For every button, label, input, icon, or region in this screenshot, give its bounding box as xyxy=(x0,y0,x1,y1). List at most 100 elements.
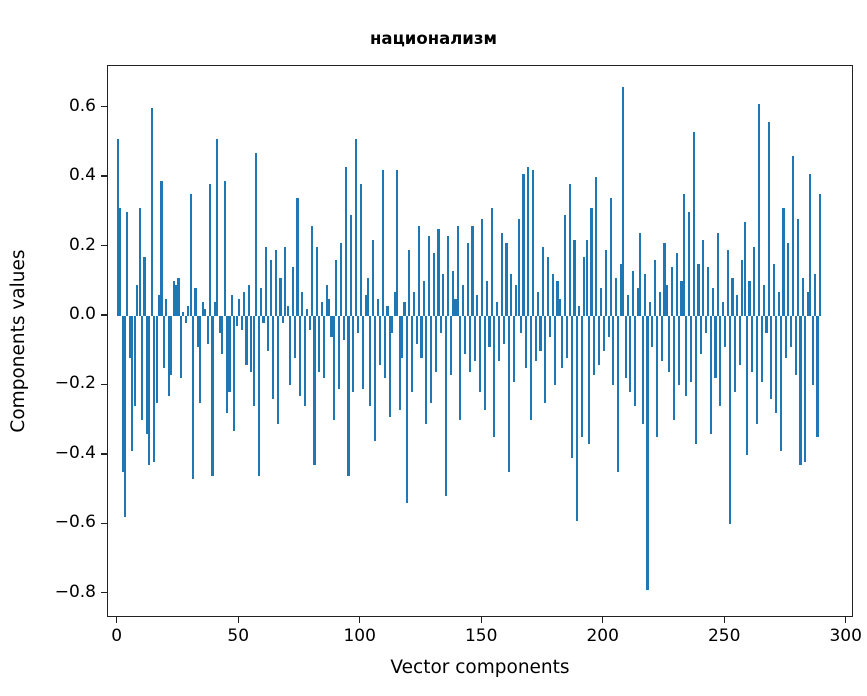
bar xyxy=(636,288,639,316)
bar xyxy=(515,284,518,316)
bar xyxy=(736,295,739,316)
bar xyxy=(286,305,289,316)
bar xyxy=(816,315,819,438)
y-tick-label: −0.2 xyxy=(54,373,96,394)
bar xyxy=(335,260,338,316)
bar xyxy=(568,184,571,316)
bar xyxy=(670,267,673,316)
y-axis-label: Components values xyxy=(8,249,29,433)
bar xyxy=(352,315,355,393)
bar xyxy=(656,315,659,438)
bar xyxy=(753,246,756,316)
bar xyxy=(724,315,727,348)
bar xyxy=(422,281,425,316)
bar xyxy=(707,267,710,316)
bar xyxy=(619,263,622,316)
bar xyxy=(391,315,394,334)
x-tick-mark xyxy=(116,617,118,623)
bar xyxy=(792,156,795,316)
bar xyxy=(653,260,656,316)
bar xyxy=(131,315,134,452)
bar xyxy=(626,295,630,316)
bar xyxy=(340,243,343,316)
bar xyxy=(801,277,805,316)
bar xyxy=(660,315,664,362)
bar xyxy=(184,315,187,323)
chart-title-line-1: национализм xyxy=(370,28,497,48)
bar xyxy=(488,315,491,348)
bar xyxy=(128,315,131,358)
y-tick-mark xyxy=(101,592,107,594)
bar xyxy=(541,246,545,316)
bar xyxy=(697,263,700,316)
bar xyxy=(561,315,564,369)
bar xyxy=(447,236,450,316)
bar xyxy=(750,315,753,372)
bar xyxy=(680,281,683,316)
bar xyxy=(354,138,357,316)
bar xyxy=(349,215,353,316)
bar xyxy=(456,225,459,316)
bar xyxy=(811,315,814,386)
bar xyxy=(534,315,537,362)
bar xyxy=(493,315,496,438)
bar xyxy=(136,284,139,316)
bar xyxy=(641,315,644,424)
bar xyxy=(583,256,586,316)
bar xyxy=(230,295,233,316)
bar xyxy=(772,263,775,316)
bar xyxy=(588,315,591,445)
bar xyxy=(437,229,440,316)
bar xyxy=(393,291,396,316)
bar xyxy=(162,315,165,369)
bar xyxy=(325,284,328,316)
bar xyxy=(160,180,163,316)
x-tick-label: 300 xyxy=(829,626,862,646)
bar xyxy=(524,315,527,369)
x-tick-label: 150 xyxy=(464,626,498,646)
bar xyxy=(763,284,766,316)
x-tick-label: 0 xyxy=(111,626,123,646)
bar xyxy=(704,315,707,334)
bar xyxy=(430,315,433,403)
x-tick-label: 200 xyxy=(586,626,619,646)
bar xyxy=(257,315,260,476)
bar xyxy=(362,315,365,389)
x-tick-mark xyxy=(845,617,847,623)
bar xyxy=(505,243,508,316)
y-tick-mark xyxy=(101,244,107,247)
y-tick-label: −0.4 xyxy=(54,442,96,463)
bar xyxy=(157,295,161,316)
y-tick-label: 0.2 xyxy=(68,234,96,255)
bar xyxy=(216,138,219,316)
bar xyxy=(780,315,783,452)
bar xyxy=(573,239,576,316)
y-tick-mark xyxy=(101,453,107,455)
bar xyxy=(267,315,270,351)
bar xyxy=(719,315,722,407)
bar xyxy=(206,315,209,344)
bar xyxy=(794,315,797,375)
bar xyxy=(243,291,246,316)
bar xyxy=(673,315,676,421)
bar xyxy=(575,315,579,521)
bar xyxy=(233,315,236,431)
bar xyxy=(218,315,221,334)
bar xyxy=(490,208,493,316)
bar xyxy=(510,274,513,316)
y-tick-mark xyxy=(101,175,107,177)
bar xyxy=(663,243,666,316)
bar xyxy=(250,315,253,372)
bar xyxy=(189,194,192,316)
x-tick-label: 50 xyxy=(227,626,250,646)
bar xyxy=(121,315,124,473)
bar xyxy=(410,315,413,393)
bar xyxy=(191,315,195,480)
bar xyxy=(153,315,156,462)
bar xyxy=(651,315,654,348)
bar xyxy=(554,315,557,386)
x-tick-mark xyxy=(237,617,239,623)
bar xyxy=(174,284,178,316)
bar xyxy=(187,305,190,316)
bar xyxy=(721,302,724,316)
